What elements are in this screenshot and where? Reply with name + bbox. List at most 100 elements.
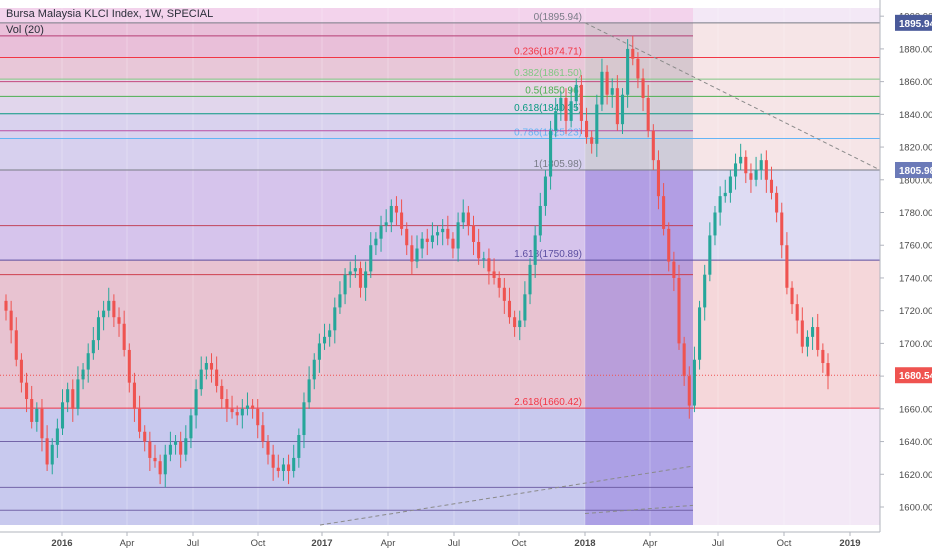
band-0 bbox=[0, 8, 693, 23]
band-4 bbox=[0, 96, 693, 114]
candle bbox=[81, 369, 85, 380]
candle bbox=[641, 78, 645, 98]
band-2 bbox=[0, 57, 693, 80]
candle bbox=[482, 258, 486, 260]
grid bbox=[61, 8, 851, 525]
candle bbox=[502, 287, 506, 301]
candle bbox=[14, 330, 18, 360]
candle bbox=[307, 379, 311, 403]
candle bbox=[235, 412, 239, 416]
candle bbox=[780, 212, 784, 246]
candle bbox=[651, 130, 655, 161]
candle bbox=[579, 84, 583, 121]
time-tick-label: Apr bbox=[381, 538, 396, 549]
candle bbox=[364, 271, 368, 288]
time-tick-label: Oct bbox=[512, 538, 527, 549]
candle bbox=[672, 261, 676, 278]
candle bbox=[30, 399, 34, 422]
candle bbox=[821, 349, 825, 364]
candle bbox=[333, 307, 337, 331]
candle bbox=[317, 343, 321, 360]
candle bbox=[107, 300, 111, 311]
fibonacci-levels: 0(1895.94) 0.236(1874.71) 0.382(1861.50) 0.… bbox=[0, 12, 881, 526]
band-9 bbox=[0, 408, 693, 525]
candle bbox=[163, 454, 167, 475]
candle bbox=[584, 120, 589, 138]
fib-label-7: 1.618(1750.89) bbox=[514, 249, 582, 260]
candle bbox=[775, 192, 779, 213]
candle bbox=[662, 196, 666, 229]
candle bbox=[297, 435, 301, 458]
candle bbox=[739, 156, 743, 164]
candle bbox=[590, 137, 594, 144]
candle bbox=[71, 389, 75, 409]
candle bbox=[749, 173, 753, 180]
candle bbox=[425, 238, 429, 242]
candle bbox=[733, 163, 738, 177]
candle bbox=[245, 405, 250, 409]
candle bbox=[384, 222, 388, 226]
candle bbox=[153, 457, 157, 462]
time-tick-label: Apr bbox=[643, 538, 658, 549]
candle bbox=[677, 277, 681, 344]
candle bbox=[703, 274, 707, 308]
candle bbox=[276, 467, 280, 472]
fib-label-1: 0.236(1874.71) bbox=[514, 47, 582, 58]
time-tick-label: 2017 bbox=[311, 538, 332, 549]
price-tick-label: 1660.00 bbox=[899, 404, 932, 415]
candle bbox=[312, 359, 316, 380]
volume-label: Vol (20) bbox=[6, 24, 44, 36]
candle bbox=[251, 405, 255, 409]
price-tag-top: 1895.94 bbox=[899, 19, 932, 30]
candle bbox=[456, 222, 460, 249]
time-tick-label: Apr bbox=[120, 538, 135, 549]
candle bbox=[713, 212, 717, 236]
candle bbox=[225, 399, 229, 409]
candle bbox=[35, 408, 39, 422]
candle bbox=[708, 235, 712, 275]
candle bbox=[405, 228, 409, 246]
price-tick-label: 1700.00 bbox=[899, 339, 932, 350]
candle bbox=[430, 235, 434, 242]
candle bbox=[811, 327, 815, 337]
candle bbox=[138, 408, 142, 432]
candle bbox=[477, 241, 481, 259]
price-tag-last: 1680.54 bbox=[899, 371, 932, 382]
candle bbox=[631, 48, 635, 59]
price-tag-last-bg bbox=[895, 367, 932, 384]
candle bbox=[86, 353, 90, 370]
candle bbox=[112, 300, 116, 318]
candle bbox=[179, 441, 183, 455]
candle bbox=[687, 376, 691, 406]
candle bbox=[595, 104, 599, 144]
candle bbox=[805, 336, 809, 347]
candle bbox=[281, 464, 285, 472]
candle bbox=[122, 323, 126, 350]
fib-label-6: 1(1805.98) bbox=[534, 159, 582, 170]
candle bbox=[754, 169, 758, 180]
price-tick-label: 1820.00 bbox=[899, 143, 932, 154]
price-tick-label: 1880.00 bbox=[899, 44, 932, 55]
candle bbox=[158, 461, 162, 475]
candle bbox=[492, 271, 496, 278]
candle bbox=[394, 205, 398, 213]
candle bbox=[96, 317, 101, 341]
candle bbox=[554, 111, 558, 131]
candle bbox=[759, 160, 763, 170]
candle bbox=[497, 277, 501, 288]
band-3 bbox=[0, 79, 693, 97]
candle bbox=[66, 389, 70, 403]
candle bbox=[132, 382, 136, 409]
candle bbox=[564, 97, 568, 121]
time-tick-label: Jul bbox=[187, 538, 199, 549]
candle bbox=[127, 349, 131, 383]
candle bbox=[143, 431, 147, 442]
candle bbox=[4, 300, 8, 311]
candle bbox=[795, 304, 799, 321]
candle bbox=[389, 205, 393, 223]
candle bbox=[543, 176, 547, 206]
candle bbox=[513, 317, 517, 328]
candle bbox=[569, 101, 573, 121]
highlight-box-bottom bbox=[585, 170, 693, 525]
